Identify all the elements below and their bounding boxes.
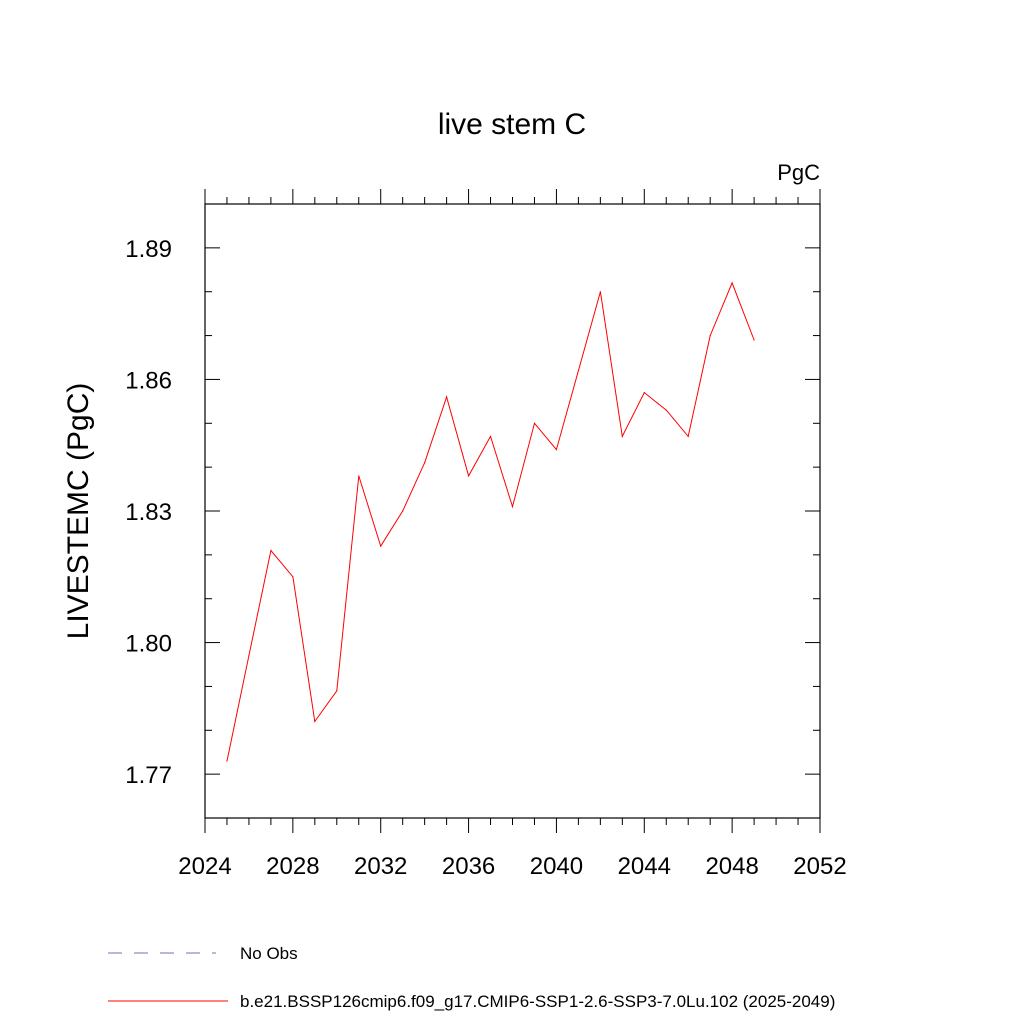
legend: No Obs b.e21.BSSP126cmip6.f09_g17.CMIP6-… [108,944,835,1011]
data-point [511,506,514,508]
data-point [446,396,448,398]
data-point [665,409,667,411]
data-point [380,545,382,547]
data-point [687,435,689,438]
units-label: PgC [777,160,820,185]
data-point [270,549,272,552]
series-layer [226,281,755,762]
x-tick-label: 2052 [793,853,846,880]
data-point [336,690,338,692]
series-line [226,281,755,762]
y-tick-label: 1.77 [125,762,172,789]
y-tick-label: 1.80 [125,631,172,658]
x-tick-label: 2032 [354,853,407,880]
data-point [402,510,404,512]
y-axis: 1.77 1.80 1.83 1.86 1.89 [125,203,820,819]
data-point [489,435,492,438]
legend-label-model: b.e21.BSSP126cmip6.f09_g17.CMIP6-SSP1-2.… [240,992,835,1011]
data-point [643,391,645,394]
data-point [314,720,316,723]
x-tick-label: 2044 [618,853,671,880]
data-point [358,475,360,477]
data-point [467,475,470,477]
data-point [577,370,579,372]
x-tick-label: 2036 [442,853,495,880]
data-point [731,282,733,284]
data-point [621,435,623,438]
y-tick-label: 1.83 [125,499,172,526]
data-point [533,422,536,424]
data-point [709,334,711,337]
data-point [599,291,601,293]
data-point [555,449,558,451]
data-point [753,339,755,341]
y-tick-label: 1.89 [125,236,172,263]
y-axis-label: LIVESTEMC (PgC) [62,383,95,640]
x-tick-label: 2048 [705,853,758,880]
data-point [424,462,426,464]
x-tick-label: 2024 [178,853,231,880]
data-point [292,576,294,578]
x-tick-label: 2028 [266,853,319,880]
data-point [226,760,228,762]
data-point [248,655,250,657]
legend-label-no-obs: No Obs [240,944,298,963]
x-axis: 2024 2028 2032 2036 2040 2044 2048 2052 [178,189,847,880]
plot-frame [204,203,821,819]
x-tick-label: 2040 [530,853,583,880]
y-tick-label: 1.86 [125,367,172,394]
chart-title: live stem C [438,108,586,141]
